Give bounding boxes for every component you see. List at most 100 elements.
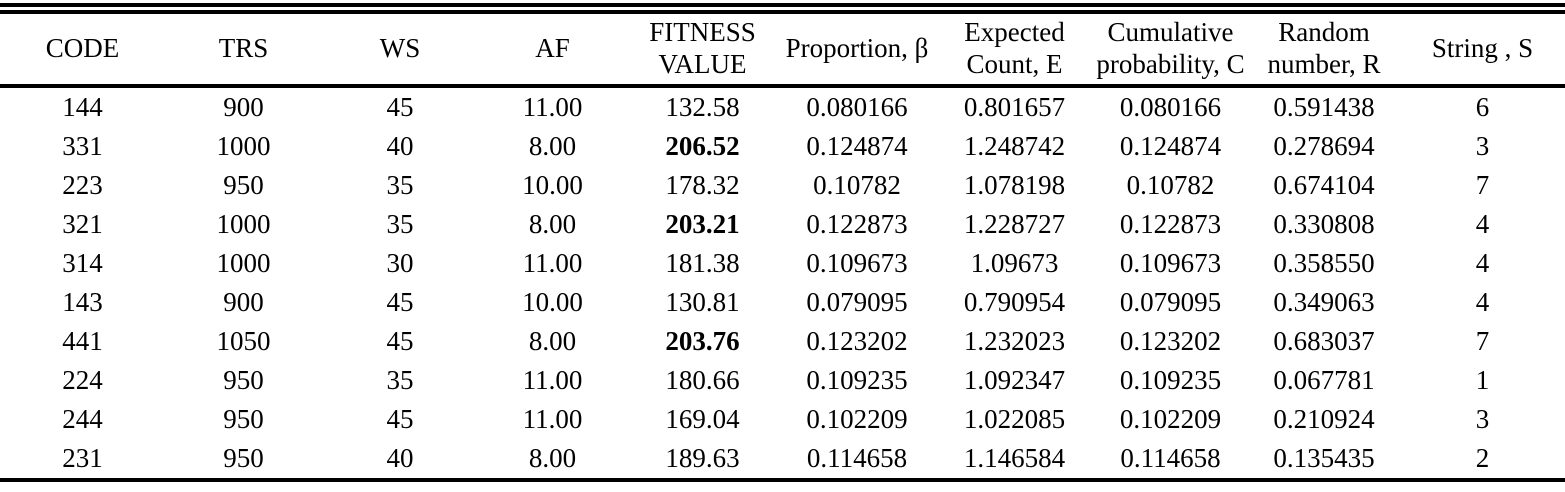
- table-cell: 0.10782: [1126, 170, 1215, 200]
- table-cell: 180.66: [665, 365, 740, 395]
- table-row: 244 950 45 11.00 169.04 0.102209 1.022085 0.102…: [0, 400, 1565, 439]
- table-cell: 0.674104: [1273, 170, 1375, 200]
- table-cell: 321: [62, 209, 103, 239]
- table-cell: 132.58: [665, 92, 740, 122]
- table-cell: 0.109673: [806, 248, 908, 278]
- table-cell: 1.146584: [963, 443, 1066, 473]
- table-cell: 6: [1475, 92, 1490, 122]
- table-cell: 40: [386, 443, 414, 473]
- table-cell: 35: [386, 365, 414, 395]
- table-cell: 143: [62, 287, 103, 317]
- table-cell: 4: [1475, 209, 1490, 239]
- table-row: 321 1000 35 8.00 203.21 0.122873 1.228727 0.122…: [0, 205, 1565, 244]
- column-header-expected-count: Expected Count, E: [936, 14, 1093, 88]
- column-header-proportion-beta: Proportion, β: [778, 14, 936, 88]
- table-cell: 8.00: [528, 443, 577, 473]
- table-cell: 3: [1475, 131, 1490, 161]
- table-cell: 223: [62, 170, 103, 200]
- table-cell: 11.00: [522, 248, 583, 278]
- table-cell: 0.135435: [1273, 443, 1375, 473]
- table-cell: 0.109673: [1119, 248, 1222, 278]
- table-cell: 0.591438: [1273, 92, 1375, 122]
- table-row: 231 950 40 8.00 189.63 0.114658 1.146584 0.1146…: [0, 439, 1565, 480]
- table-cell: 0.109235: [806, 365, 908, 395]
- table-cell: 900: [223, 287, 264, 317]
- table-cell: 1.228727: [963, 209, 1066, 239]
- table-cell: 950: [223, 170, 264, 200]
- table-cell: 0.102209: [1119, 404, 1222, 434]
- table-cell: 45: [386, 92, 414, 122]
- table-cell: 10.00: [522, 287, 583, 317]
- table-body: 144 900 45 11.00 132.58 0.080166 0.801657 0.080…: [0, 86, 1565, 480]
- table-cell: 0.109235: [1119, 365, 1222, 395]
- table-cell: 169.04: [665, 404, 740, 434]
- column-header-ws: WS: [322, 14, 478, 88]
- table-cell: 1.022085: [963, 404, 1066, 434]
- table-cell: 244: [62, 404, 103, 434]
- table-cell: 0.080166: [806, 92, 908, 122]
- table-cell: 314: [62, 248, 103, 278]
- table-cell: 1: [1475, 365, 1490, 395]
- column-header-fitness-value: FITNESS VALUE: [627, 14, 778, 88]
- table-cell: 0.10782: [813, 170, 901, 200]
- table-cell: 11.00: [522, 365, 583, 395]
- table-cell: 7: [1475, 326, 1490, 356]
- column-header-random-number: Random number, R: [1248, 14, 1400, 88]
- table-cell: 45: [386, 326, 414, 356]
- table-cell: 0.123202: [806, 326, 908, 356]
- table-header: CODE TRS WS AF FITNESS VALUE Proportion,…: [0, 14, 1565, 88]
- table-cell: 1.092347: [963, 365, 1066, 395]
- table-cell: 0.358550: [1273, 248, 1375, 278]
- table-cell: 950: [223, 443, 264, 473]
- table-cell: 1.232023: [963, 326, 1066, 356]
- table-cell: 331: [62, 131, 103, 161]
- table-cell: 35: [386, 209, 414, 239]
- column-header-trs: TRS: [165, 14, 322, 88]
- table-cell: 181.38: [665, 248, 740, 278]
- table-cell: 4: [1475, 287, 1490, 317]
- table-cell: 1.248742: [963, 131, 1066, 161]
- table-cell: 1.09673: [970, 248, 1059, 278]
- column-header-string-s: String , S: [1400, 14, 1565, 88]
- table-cell: 0.067781: [1273, 365, 1375, 395]
- table-cell: 40: [386, 131, 414, 161]
- table-row: 331 1000 40 8.00 206.52 0.124874 1.248742 0.124…: [0, 127, 1565, 166]
- table-cell: 130.81: [665, 287, 740, 317]
- table-cell: 45: [386, 287, 414, 317]
- table-cell: 30: [386, 248, 414, 278]
- table-cell: 1.078198: [963, 170, 1066, 200]
- table-cell: 1000: [216, 248, 271, 278]
- table-cell: 11.00: [522, 404, 583, 434]
- table-cell: 224: [62, 365, 103, 395]
- table-cell: 0.123202: [1119, 326, 1222, 356]
- table-cell: 0.790954: [963, 287, 1066, 317]
- table-cell: 189.63: [665, 443, 740, 473]
- table-cell: 0.080166: [1119, 92, 1222, 122]
- column-header-cumulative-probability: Cumulative probability, C: [1093, 14, 1248, 88]
- data-table: CODE TRS WS AF FITNESS VALUE Proportion,…: [0, 14, 1565, 482]
- table-cell: 950: [223, 365, 264, 395]
- table-cell: 178.32: [665, 170, 740, 200]
- table-cell: 0.330808: [1273, 209, 1375, 239]
- table-cell: 0.124874: [1119, 131, 1222, 161]
- table-row: 223 950 35 10.00 178.32 0.10782 1.078198 0.1078…: [0, 166, 1565, 205]
- table-cell: 4: [1475, 248, 1490, 278]
- table-cell: 0.114658: [1120, 443, 1221, 473]
- table-cell: 0.801657: [963, 92, 1066, 122]
- table-cell: 0.683037: [1273, 326, 1375, 356]
- table-row: 314 1000 30 11.00 181.38 0.109673 1.09673 0.109…: [0, 244, 1565, 283]
- table-cell: 8.00: [528, 326, 577, 356]
- table-top-double-rule: [0, 3, 1565, 14]
- table-cell: 0.349063: [1273, 287, 1375, 317]
- table-cell: 10.00: [522, 170, 583, 200]
- table-cell: 8.00: [528, 209, 577, 239]
- table-cell: 144: [62, 92, 103, 122]
- table-row: 441 1050 45 8.00 203.76 0.123202 1.232023 0.123…: [0, 322, 1565, 361]
- table-cell: 1000: [216, 131, 271, 161]
- table-cell: 203.21: [665, 209, 740, 239]
- table-cell: 441: [62, 326, 103, 356]
- table-cell: 0.210924: [1273, 404, 1375, 434]
- table-row: 144 900 45 11.00 132.58 0.080166 0.801657 0.080…: [0, 86, 1565, 127]
- table-row: 143 900 45 10.00 130.81 0.079095 0.790954 0.079…: [0, 283, 1565, 322]
